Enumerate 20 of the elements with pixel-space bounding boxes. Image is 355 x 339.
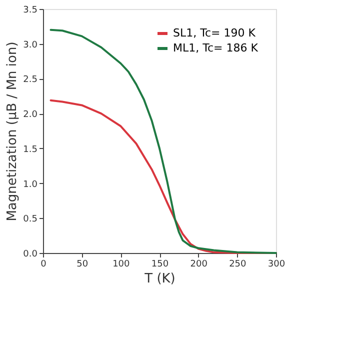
y-tick-label: 1.0 bbox=[23, 180, 38, 190]
x-tick-label: 300 bbox=[268, 260, 286, 270]
y-tick-label: 1.5 bbox=[23, 144, 38, 155]
y-axis-title: Magnetization (μB / Mn ion) bbox=[5, 42, 20, 222]
y-tick-label: 3.5 bbox=[23, 6, 38, 16]
y-tick-label: 0.5 bbox=[23, 214, 38, 225]
x-tick-label: 200 bbox=[190, 260, 208, 270]
x-tick-label: 100 bbox=[112, 260, 130, 270]
x-axis-title: T (K) bbox=[144, 272, 176, 286]
x-tick-label: 50 bbox=[76, 260, 88, 270]
y-tick-label: 2.5 bbox=[23, 75, 38, 86]
y-tick-label: 0.0 bbox=[23, 250, 38, 260]
x-tick-label: 250 bbox=[229, 260, 247, 270]
y-tick-label: 2.0 bbox=[23, 110, 38, 120]
line-series bbox=[50, 28, 277, 254]
x-tick-label: 0 bbox=[40, 260, 47, 270]
legend-label: ML1, Tc= 186 K bbox=[173, 42, 259, 54]
x-tick-label: 150 bbox=[151, 260, 169, 270]
legend-label: SL1, Tc= 190 K bbox=[173, 26, 256, 40]
y-tick-label: 3.0 bbox=[23, 40, 38, 50]
